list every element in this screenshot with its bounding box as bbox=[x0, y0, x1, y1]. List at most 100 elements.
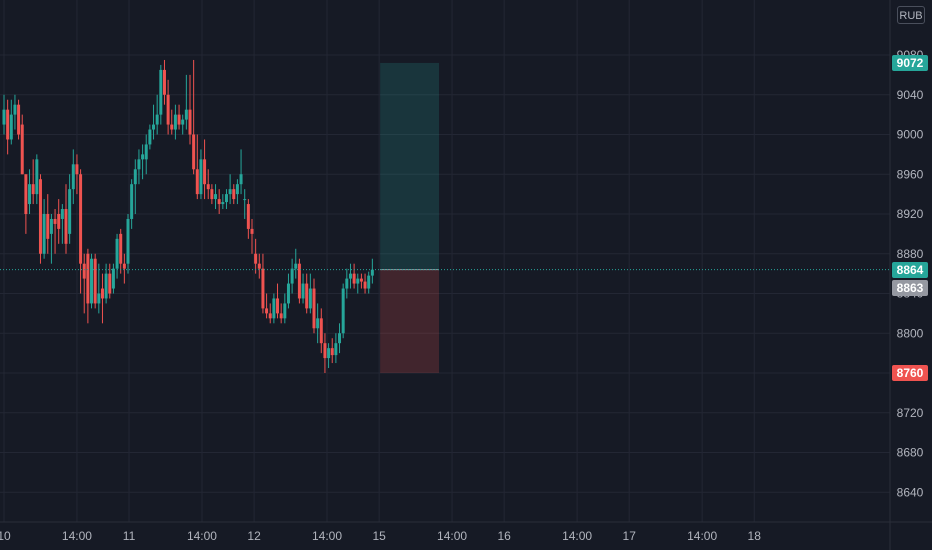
candle-body bbox=[334, 343, 338, 356]
stop-zone bbox=[380, 269, 440, 373]
candle-body bbox=[28, 184, 32, 205]
x-tick-label: 14:00 bbox=[437, 529, 467, 543]
candle-body bbox=[323, 343, 327, 359]
candle-body bbox=[2, 109, 6, 125]
candle-body bbox=[345, 278, 349, 289]
x-tick-label: 16 bbox=[497, 529, 511, 543]
candle-body bbox=[272, 298, 276, 319]
candle-body bbox=[119, 233, 123, 264]
current-price-label: 8863 bbox=[892, 279, 928, 296]
candle-body bbox=[75, 164, 79, 175]
candle-body bbox=[279, 313, 283, 319]
candle-body bbox=[162, 69, 166, 95]
x-tick-label: 14:00 bbox=[62, 529, 92, 543]
candle-body bbox=[184, 109, 188, 120]
target-price-label: 9072 bbox=[892, 54, 928, 71]
candle-body bbox=[86, 253, 90, 304]
candle-body bbox=[290, 268, 294, 284]
candle-body bbox=[352, 273, 356, 284]
candle-body bbox=[79, 174, 83, 264]
candle-body bbox=[122, 263, 126, 269]
candle-body bbox=[31, 184, 35, 195]
x-tick-label: 14:00 bbox=[562, 529, 592, 543]
candle-body bbox=[265, 308, 269, 314]
candle-body bbox=[6, 109, 10, 140]
candle-body bbox=[192, 134, 196, 170]
candle-body bbox=[35, 159, 39, 195]
candle-body bbox=[144, 144, 148, 160]
candle-body bbox=[327, 348, 331, 359]
y-tick-label: 8680 bbox=[897, 446, 924, 460]
y-tick-label: 8640 bbox=[897, 485, 924, 499]
candle-body bbox=[254, 253, 258, 264]
candle-body bbox=[42, 214, 46, 254]
x-tick-label: 12 bbox=[247, 529, 261, 543]
candle-body bbox=[199, 159, 203, 195]
candle-body bbox=[93, 258, 97, 304]
candle-body bbox=[359, 278, 363, 282]
target-zone bbox=[380, 62, 440, 270]
candle-body bbox=[250, 228, 254, 234]
candle-body bbox=[367, 275, 371, 289]
currency-label[interactable]: RUB bbox=[897, 6, 925, 24]
candle-body bbox=[341, 288, 345, 334]
x-tick-label: 18 bbox=[748, 529, 762, 543]
candle-body bbox=[108, 273, 112, 294]
candle-body bbox=[133, 169, 137, 185]
candle-body bbox=[217, 199, 221, 205]
candle-body bbox=[294, 263, 298, 269]
candle-body bbox=[203, 159, 207, 185]
candle-body bbox=[261, 268, 265, 309]
y-tick-label: 8960 bbox=[897, 167, 924, 181]
candle-body bbox=[276, 298, 280, 314]
candle-body bbox=[338, 333, 342, 344]
candle-body bbox=[221, 202, 225, 205]
candle-body bbox=[188, 109, 192, 135]
candle-body bbox=[356, 278, 360, 284]
candle-body bbox=[57, 214, 61, 229]
candle-body bbox=[257, 263, 261, 269]
candle-body bbox=[308, 288, 312, 309]
candle-body bbox=[348, 273, 352, 279]
candle-body bbox=[301, 283, 305, 299]
candle-body bbox=[195, 169, 199, 195]
y-tick-label: 8720 bbox=[897, 406, 924, 420]
candle-body bbox=[152, 124, 156, 130]
candle-body bbox=[228, 189, 232, 195]
candle-body bbox=[206, 184, 210, 190]
candle-body bbox=[71, 164, 75, 190]
last-price-label: 8864 bbox=[892, 261, 928, 278]
y-tick-label: 8800 bbox=[897, 326, 924, 340]
candle-body bbox=[115, 238, 119, 269]
y-tick-label: 9040 bbox=[897, 88, 924, 102]
x-tick-label: 14:00 bbox=[312, 529, 342, 543]
candle-body bbox=[159, 69, 163, 115]
x-tick-label: 17 bbox=[623, 529, 637, 543]
candle-body bbox=[312, 288, 316, 329]
candle-body bbox=[181, 119, 185, 125]
candle-body bbox=[100, 288, 104, 299]
candle-body bbox=[130, 184, 134, 219]
candle-body bbox=[60, 209, 64, 219]
candle-body bbox=[9, 114, 13, 140]
candle-body bbox=[268, 313, 272, 319]
candle-body bbox=[214, 194, 218, 200]
candle-body bbox=[141, 154, 145, 160]
candle-body bbox=[20, 124, 24, 175]
candle-body bbox=[330, 348, 334, 356]
candle-body bbox=[232, 189, 236, 200]
candle-body bbox=[177, 114, 181, 125]
candle-body bbox=[319, 318, 323, 344]
candle-body bbox=[126, 218, 130, 264]
candle-body bbox=[286, 283, 290, 304]
candle-body bbox=[148, 129, 152, 145]
candle-body bbox=[246, 204, 250, 229]
candle-body bbox=[104, 273, 108, 299]
candle-body bbox=[235, 184, 239, 195]
candle-body bbox=[297, 263, 301, 299]
stop-price-label: 8760 bbox=[892, 365, 928, 381]
candle-body bbox=[316, 318, 320, 329]
candle-body bbox=[283, 303, 287, 319]
